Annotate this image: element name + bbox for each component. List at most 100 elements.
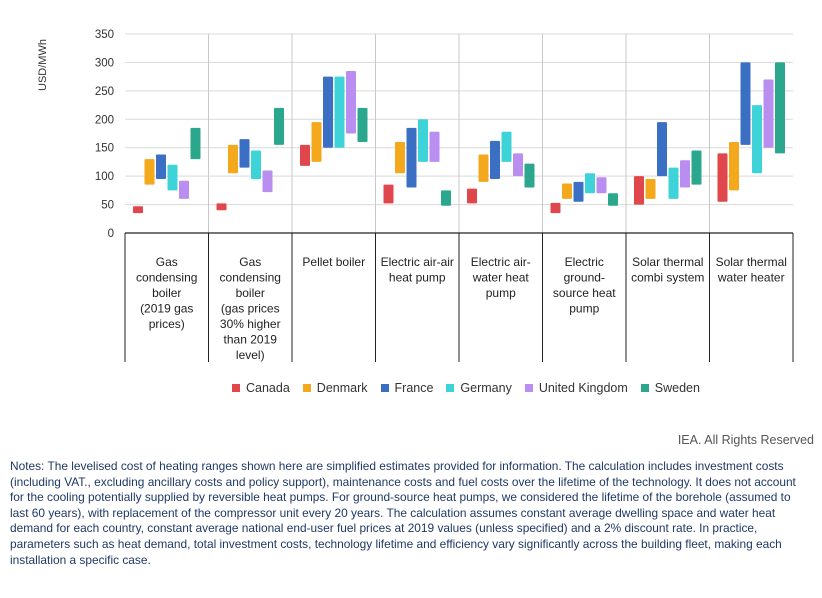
- x-category-label: Electric air-: [471, 255, 531, 269]
- x-category-label: pump: [486, 286, 516, 300]
- range-bar-united-kingdom: [262, 170, 273, 193]
- legend-swatch: [302, 384, 311, 392]
- range-bar-denmark: [228, 144, 238, 174]
- range-bar-sweden: [190, 127, 201, 160]
- x-category-label: Electric air-air: [381, 255, 454, 269]
- legend-swatch: [524, 384, 533, 392]
- x-category-label: ground-: [564, 271, 605, 285]
- x-category-label: boiler: [236, 286, 265, 300]
- range-bar-canada: [300, 144, 310, 166]
- x-category-label: water heat: [472, 271, 530, 285]
- range-bar-denmark: [645, 178, 656, 199]
- legend-item: France: [380, 381, 434, 395]
- range-bar-sweden: [524, 163, 535, 188]
- range-bar-united-kingdom: [179, 180, 189, 199]
- x-category-label: Solar thermal: [716, 255, 787, 269]
- range-bar-france: [406, 127, 417, 188]
- range-bar-canada: [467, 188, 477, 204]
- notes: Notes: The levelised cost of heating ran…: [10, 459, 810, 568]
- range-bar-france: [490, 140, 500, 179]
- range-bar-sweden: [274, 107, 284, 145]
- legend-swatch: [232, 384, 240, 392]
- legend-item: United Kingdom: [524, 381, 628, 395]
- range-bar-germany: [501, 131, 512, 162]
- x-category-label: Solar thermal: [632, 255, 703, 269]
- x-category-label: source heat: [553, 286, 616, 300]
- legend-label: France: [394, 381, 434, 395]
- y-tick-label: 150: [95, 143, 114, 155]
- range-bar-sweden: [608, 193, 618, 206]
- range-bar-germany: [251, 150, 261, 179]
- x-category-label: Gas: [156, 255, 178, 269]
- x-category-label: water heater: [717, 271, 785, 285]
- legend-item: Sweden: [640, 381, 700, 395]
- x-category-label: 30% higher: [220, 317, 281, 331]
- range-bar-france: [657, 122, 667, 177]
- y-tick-label: 0: [108, 228, 114, 240]
- range-bar-france: [323, 76, 333, 148]
- range-bar-germany: [334, 76, 345, 148]
- x-category-label: level): [236, 348, 265, 362]
- legend-item: Denmark: [302, 381, 368, 395]
- x-category-label: heat pump: [389, 271, 446, 285]
- range-bar-denmark: [395, 142, 405, 174]
- legend-label: Canada: [246, 381, 290, 395]
- x-category-label: combi system: [631, 271, 704, 285]
- range-bar-united-kingdom: [596, 177, 607, 194]
- legend-swatch: [446, 384, 455, 392]
- range-bar-germany: [167, 164, 178, 191]
- legend-label: Denmark: [316, 381, 368, 395]
- legend-label: Germany: [460, 381, 512, 395]
- range-bar-canada: [634, 176, 644, 205]
- range-bar-canada: [133, 206, 143, 214]
- x-category-label: condensing: [136, 271, 197, 285]
- range-bar-united-kingdom: [346, 70, 356, 134]
- range-bar-sweden: [775, 62, 785, 154]
- legend-label: Sweden: [654, 381, 700, 395]
- range-bar-france: [239, 139, 250, 168]
- x-category-label: boiler: [152, 286, 181, 300]
- x-category-label: Gas: [239, 255, 261, 269]
- range-bar-denmark: [729, 142, 739, 191]
- x-category-label: pump: [569, 302, 599, 316]
- legend-label: United Kingdom: [538, 381, 628, 395]
- range-bar-sweden: [691, 150, 702, 185]
- range-bar-canada: [216, 203, 227, 211]
- range-bar-germany: [418, 119, 428, 162]
- range-bar-germany: [668, 167, 679, 199]
- range-bar-france: [573, 181, 584, 202]
- range-bar-united-kingdom: [513, 153, 523, 177]
- x-category-label: (2019 gas: [140, 302, 193, 316]
- range-bar-germany: [752, 105, 762, 174]
- range-bar-united-kingdom: [680, 160, 690, 188]
- chart: USD/MWh 0 50 100 150 200 250 300 350 Gas condensin…: [37, 29, 794, 362]
- range-bar-denmark: [478, 154, 489, 182]
- legend-swatch: [640, 384, 649, 392]
- range-bar-denmark: [144, 159, 155, 185]
- range-bar-canada: [383, 184, 394, 204]
- y-tick-label: 200: [95, 114, 114, 126]
- y-tick-label: 300: [95, 57, 114, 69]
- legend: Canada Denmark France Germany United Kingdom…: [232, 381, 713, 395]
- range-bar-germany: [585, 173, 595, 194]
- legend-swatch: [380, 384, 389, 392]
- y-axis-label: USD/MWh: [37, 39, 49, 91]
- y-tick-label: 100: [95, 171, 114, 183]
- legend-item: Germany: [446, 381, 512, 395]
- range-bar-sweden: [357, 107, 368, 143]
- range-bar-denmark: [562, 183, 572, 199]
- range-bar-sweden: [441, 190, 451, 206]
- range-bar-canada: [717, 153, 728, 202]
- range-bar-canada: [550, 202, 561, 214]
- range-bar-france: [156, 154, 166, 179]
- range-bar-france: [740, 62, 751, 145]
- y-tick-label: 50: [101, 200, 114, 212]
- x-category-label: than 2019: [224, 333, 278, 347]
- legend-item: Canada: [232, 381, 290, 395]
- credit: IEA. All Rights Reserved: [677, 433, 814, 447]
- range-bar-united-kingdom: [429, 131, 440, 162]
- x-category-label: (gas prices: [221, 302, 280, 316]
- notes-text-2: heat demand, total investment costs, tec…: [10, 536, 782, 567]
- y-tick-label: 250: [95, 86, 114, 98]
- y-tick-label: 350: [95, 29, 114, 41]
